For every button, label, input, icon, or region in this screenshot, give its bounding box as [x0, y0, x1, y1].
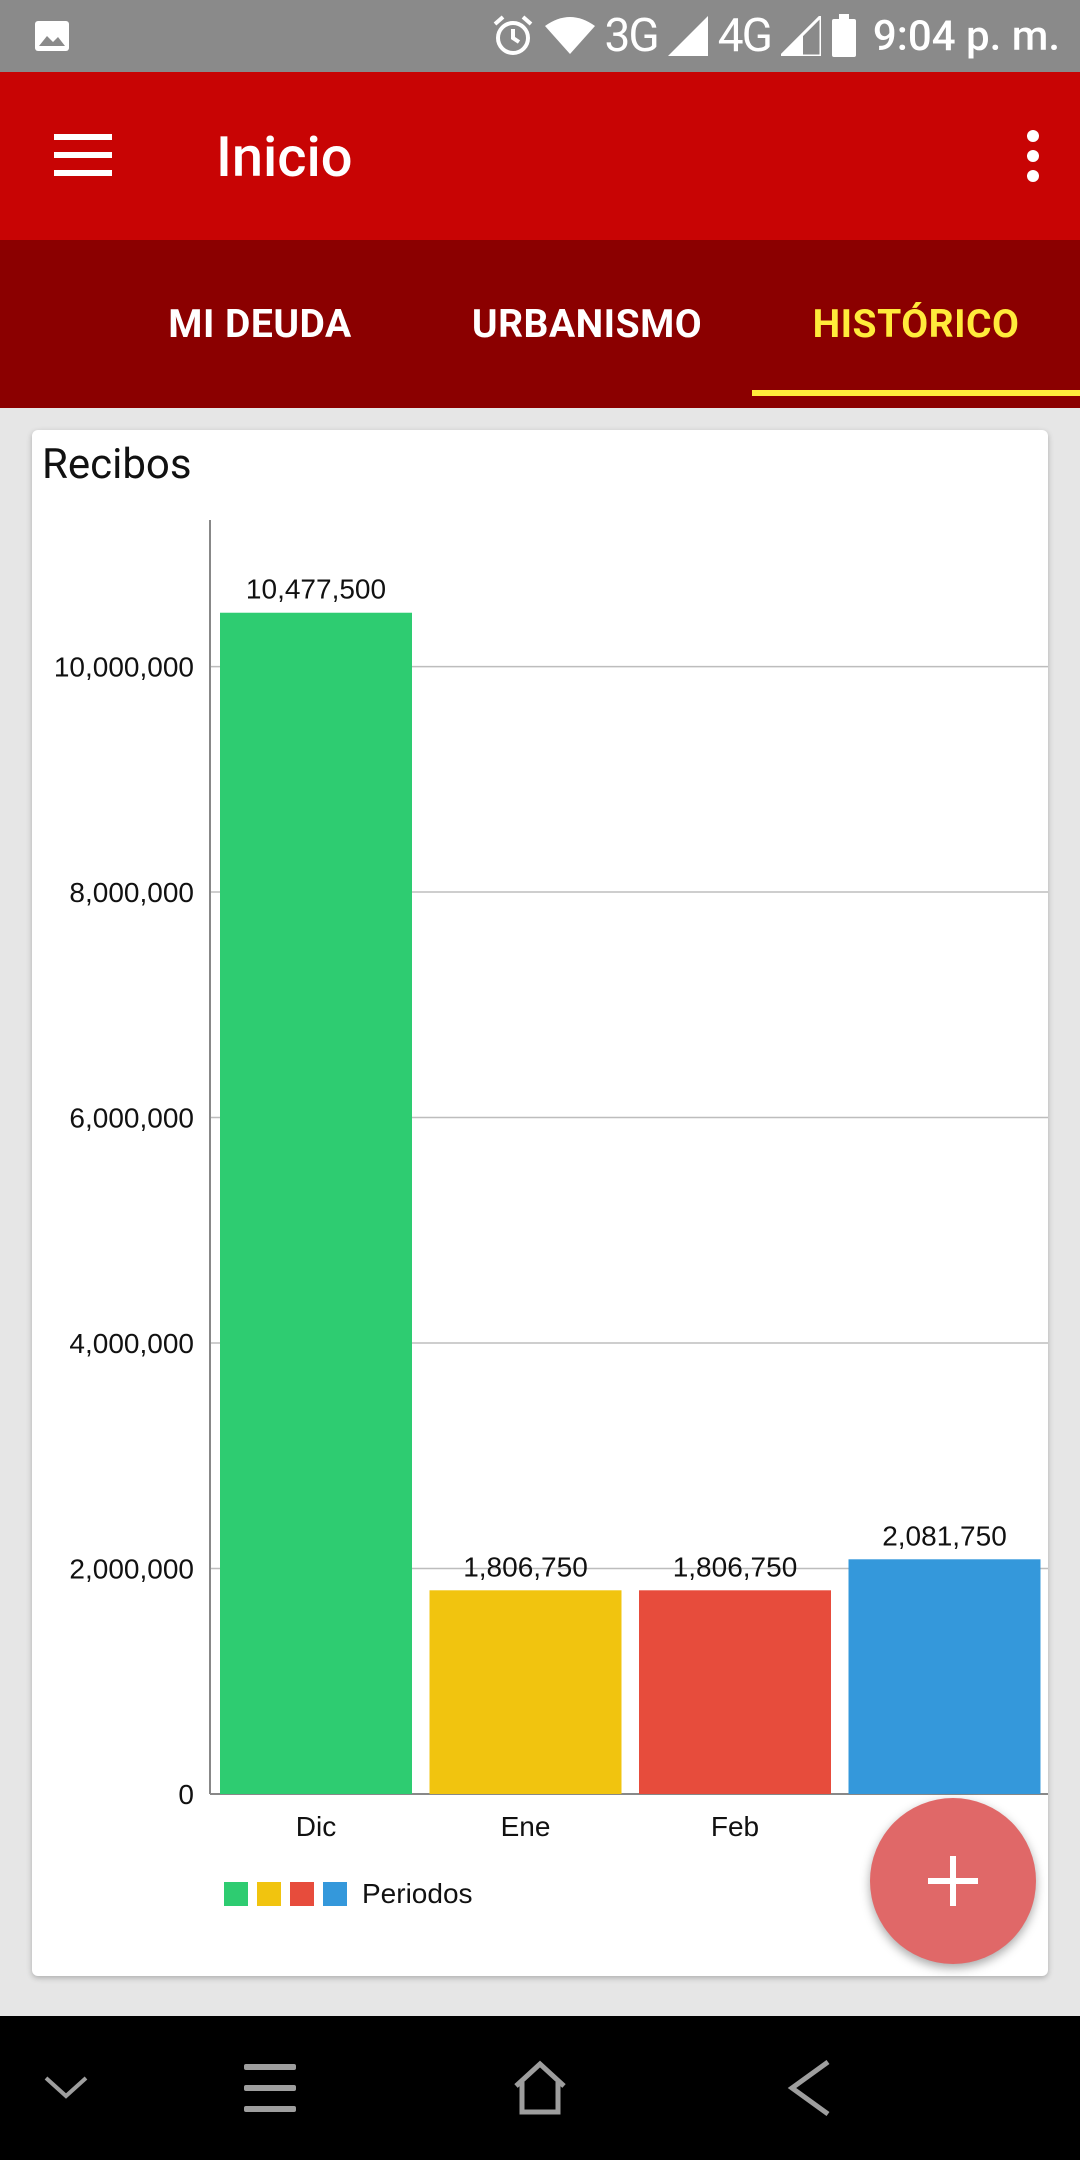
x-tick-label: Ene — [501, 1811, 551, 1842]
app-bar: Inicio — [0, 72, 1080, 240]
hide-keyboard-button[interactable] — [24, 2016, 108, 2160]
wifi-icon — [544, 17, 595, 54]
navigation-bar — [0, 2016, 1080, 2160]
page-title: Inicio — [216, 124, 353, 190]
menu-icon[interactable] — [54, 132, 112, 178]
bar — [429, 1590, 622, 1794]
bar — [848, 1559, 1041, 1794]
tab-urbanismo[interactable]: URBANISMO — [440, 240, 734, 408]
bar-value-label: 10,477,500 — [246, 574, 386, 605]
legend-swatch — [290, 1882, 314, 1906]
home-button[interactable] — [496, 2016, 584, 2160]
y-tick-label: 2,000,000 — [69, 1554, 194, 1585]
legend-swatch — [257, 1882, 281, 1906]
recents-icon — [244, 2064, 296, 2112]
legend-swatch — [323, 1882, 347, 1906]
recents-button[interactable] — [226, 2016, 314, 2160]
legend-label: Periodos — [362, 1878, 473, 1909]
bar — [220, 612, 412, 1794]
x-tick-label: Dic — [296, 1811, 336, 1842]
y-tick-label: 10,000,000 — [54, 652, 194, 683]
tab-label: MI DEUDA — [168, 301, 352, 347]
back-button[interactable] — [766, 2016, 854, 2160]
image-icon — [35, 21, 69, 51]
tab-label: URBANISMO — [471, 301, 703, 347]
y-tick-label: 6,000,000 — [69, 1103, 194, 1134]
add-icon — [928, 1856, 978, 1906]
chevron-down-icon — [44, 2076, 88, 2099]
add-button[interactable] — [870, 1798, 1036, 1964]
tab-label: HISTÓRICO — [812, 301, 1020, 347]
alarm-icon — [493, 15, 532, 55]
network-4g-label: 4G — [717, 9, 773, 63]
y-tick-label: 8,000,000 — [69, 877, 194, 908]
more-vert-icon[interactable] — [1026, 130, 1040, 182]
signal-icon — [780, 16, 821, 56]
status-time: 9:04 p. m. — [872, 11, 1060, 61]
card-title: Recibos — [42, 440, 192, 489]
bar-value-label: 1,806,750 — [463, 1551, 588, 1582]
bar-value-label: 2,081,750 — [882, 1520, 1007, 1551]
y-tick-label: 4,000,000 — [69, 1328, 194, 1359]
status-bar: 3G 4G 9:04 p. m. — [0, 0, 1080, 72]
x-tick-label: Feb — [711, 1811, 759, 1842]
network-3g-label: 3G — [604, 9, 660, 63]
tab-indicator — [752, 390, 1080, 396]
signal-icon — [667, 16, 708, 56]
tab-mi-deuda[interactable]: MI DEUDA — [120, 240, 400, 408]
bar-chart: 0 2,000,000 4,000,000 6,000,000 8,000,000 10,… — [54, 520, 1048, 1909]
battery-icon — [831, 14, 856, 57]
back-icon — [787, 2060, 830, 2116]
home-icon — [514, 2060, 566, 2115]
bar — [639, 1590, 831, 1794]
chart-card: Recibos 0 2,000,000 4,000,000 6,000,000 8,00… — [32, 430, 1048, 1976]
legend-swatch — [224, 1882, 248, 1906]
bar-value-label: 1,806,750 — [673, 1551, 798, 1582]
tab-historico[interactable]: HISTÓRICO — [752, 240, 1080, 408]
tab-bar: MI DEUDA URBANISMO HISTÓRICO — [0, 240, 1080, 408]
y-tick-label: 0 — [178, 1779, 194, 1810]
